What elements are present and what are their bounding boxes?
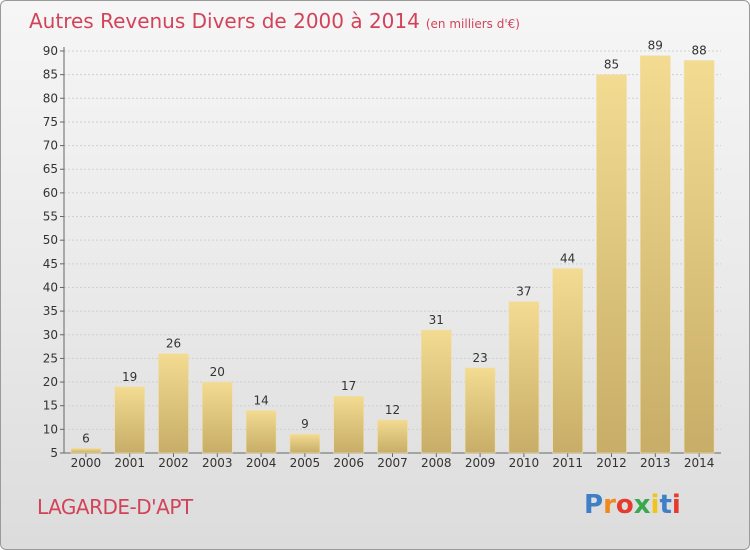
- data-label-2003: 20: [210, 365, 225, 379]
- y-tick-label: 35: [43, 304, 58, 318]
- x-tick-label-2013: 2013: [640, 456, 671, 470]
- logo-letter: r: [603, 490, 616, 520]
- y-tick-label: 55: [43, 210, 58, 224]
- y-tick-label: 30: [43, 328, 58, 342]
- bar-2001: [114, 386, 145, 454]
- y-tick-label: 65: [43, 162, 58, 176]
- data-label-2009: 23: [472, 351, 487, 365]
- data-label-2001: 19: [122, 370, 137, 384]
- x-tick-label-2010: 2010: [509, 456, 540, 470]
- y-tick-label: 70: [43, 139, 58, 153]
- y-tick-label: 45: [43, 257, 58, 271]
- x-tick-label-2005: 2005: [290, 456, 321, 470]
- y-tick-label: 15: [43, 399, 58, 413]
- data-label-2004: 14: [253, 393, 268, 407]
- chart-unit-label: (en milliers d'€): [425, 17, 520, 31]
- y-tick-label: 75: [43, 115, 58, 129]
- y-tick-label: 20: [43, 375, 58, 389]
- y-tick-label: 5: [50, 446, 58, 460]
- logo-letter: i: [650, 490, 660, 520]
- x-tick-label-2004: 2004: [246, 456, 277, 470]
- data-label-2012: 85: [604, 58, 619, 72]
- bar-2013: [639, 55, 671, 454]
- x-tick-label-2011: 2011: [552, 456, 583, 470]
- y-tick-label: 10: [43, 422, 58, 436]
- logo-letter: t: [659, 490, 672, 520]
- bar-2012: [596, 74, 627, 454]
- data-label-2014: 88: [691, 43, 706, 57]
- bar-2000: [70, 447, 102, 454]
- logo-letter: x: [633, 490, 651, 520]
- logo-letter: o: [615, 490, 634, 520]
- data-label-2006: 17: [341, 379, 356, 393]
- y-tick-label: 50: [43, 233, 58, 247]
- x-tick-label-2012: 2012: [596, 456, 627, 470]
- bar-2007: [377, 419, 408, 454]
- location-label: LAGARDE-D'APT: [37, 495, 193, 519]
- y-tick-label: 85: [43, 68, 58, 82]
- bar-2010: [508, 301, 540, 454]
- logo-letter: i: [671, 490, 681, 520]
- data-label-2000: 6: [82, 431, 90, 445]
- chart-title-text: Autres Revenus Divers de 2000 à 2014: [29, 9, 420, 33]
- y-tick-label: 80: [43, 91, 58, 105]
- data-label-2007: 12: [385, 403, 400, 417]
- bar-2003: [202, 381, 233, 454]
- bar-2009: [464, 367, 496, 454]
- data-label-2002: 26: [166, 337, 181, 351]
- data-label-2013: 89: [648, 39, 663, 53]
- data-label-2010: 37: [516, 285, 531, 299]
- chart-title: Autres Revenus Divers de 2000 à 2014 (en …: [29, 9, 520, 33]
- proxiti-logo: Proxiti: [584, 490, 681, 520]
- bar-2014: [683, 60, 715, 454]
- x-tick-label-2007: 2007: [377, 456, 408, 470]
- bar-2002: [158, 353, 189, 454]
- logo-letter: P: [584, 490, 604, 520]
- y-tick-label: 60: [43, 186, 58, 200]
- bar-2005: [289, 433, 321, 454]
- x-tick-label-2006: 2006: [333, 456, 364, 470]
- y-tick-label: 25: [43, 351, 58, 365]
- y-tick-label: 40: [43, 280, 58, 294]
- bar-2011: [552, 268, 584, 454]
- x-tick-label-2002: 2002: [158, 456, 189, 470]
- y-tick-label: 90: [43, 44, 58, 58]
- x-tick-label-2001: 2001: [114, 456, 145, 470]
- data-label-2008: 31: [429, 313, 444, 327]
- data-label-2005: 9: [301, 417, 309, 431]
- x-tick-label-2008: 2008: [421, 456, 452, 470]
- x-tick-label-2003: 2003: [202, 456, 233, 470]
- x-tick-label-2009: 2009: [465, 456, 496, 470]
- bar-2006: [333, 395, 365, 454]
- bar-2008: [420, 329, 452, 454]
- x-tick-label-2014: 2014: [684, 456, 715, 470]
- bars: [70, 55, 715, 454]
- x-tick-label-2000: 2000: [71, 456, 102, 470]
- labels: 5 10 15 20 25 30 35 40 45 50 55 60 65 70 75 80 85 90 6 2000…: [43, 39, 715, 470]
- data-label-2011: 44: [560, 252, 575, 266]
- bar-2004: [245, 410, 277, 454]
